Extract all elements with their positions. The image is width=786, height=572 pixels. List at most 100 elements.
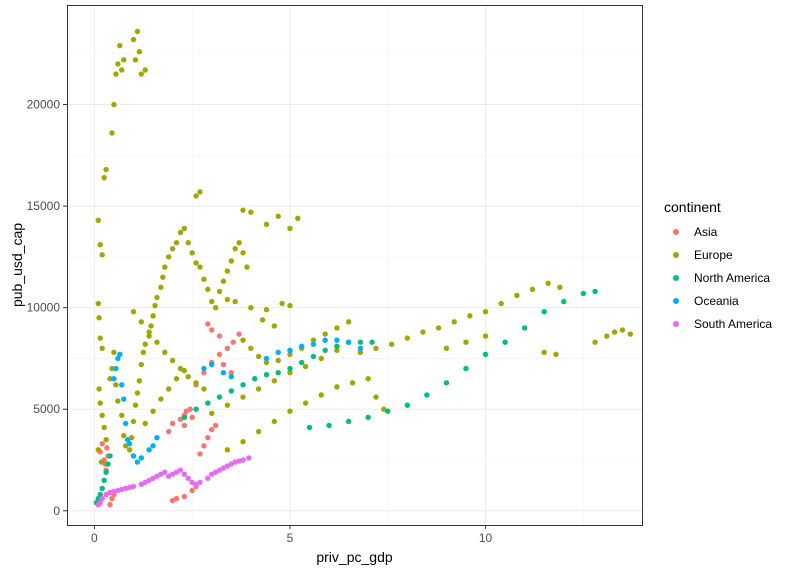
legend-title: continent: [664, 199, 721, 215]
data-point: [113, 365, 119, 372]
data-point: [115, 61, 121, 67]
data-point: [177, 229, 184, 236]
data-point: [435, 325, 442, 331]
data-point: [121, 432, 127, 439]
legend-key: [673, 252, 679, 258]
data-point: [212, 304, 219, 311]
data-point: [111, 101, 117, 108]
data-point: [105, 461, 111, 467]
data-point: [248, 209, 254, 215]
data-point: [111, 349, 117, 356]
data-point: [150, 408, 156, 414]
data-point: [248, 304, 254, 311]
data-point: [166, 254, 172, 260]
data-point: [451, 319, 457, 325]
data-point: [124, 436, 131, 443]
data-point: [365, 414, 371, 421]
data-point: [95, 217, 101, 224]
data-point: [302, 400, 309, 406]
data-point: [181, 225, 188, 232]
data-point: [97, 499, 103, 506]
data-point: [216, 351, 223, 358]
data-point: [322, 347, 328, 354]
data-point: [365, 376, 371, 382]
data-point: [287, 365, 293, 372]
data-point: [318, 392, 324, 398]
data-point: [248, 345, 254, 351]
data-point: [152, 302, 158, 309]
data-point: [482, 333, 489, 339]
data-point: [101, 424, 107, 431]
data-point: [275, 357, 281, 364]
data-point: [209, 410, 215, 416]
data-point: [119, 67, 125, 73]
data-point: [498, 300, 504, 307]
data-point: [169, 357, 176, 364]
data-point: [150, 313, 156, 319]
data-point: [193, 260, 199, 266]
data-point: [220, 278, 227, 284]
data-point: [126, 447, 133, 453]
data-point: [205, 321, 211, 327]
data-point: [111, 376, 117, 382]
series-oceania: [111, 337, 364, 465]
data-point: [611, 329, 618, 335]
data-point: [197, 264, 203, 270]
data-point: [130, 418, 137, 425]
data-point: [263, 221, 270, 228]
data-point: [134, 28, 141, 35]
data-point: [310, 337, 317, 343]
data-point: [252, 376, 258, 382]
x-axis-title: priv_pc_gdp: [316, 549, 392, 565]
data-point: [205, 400, 211, 406]
data-point: [97, 491, 103, 498]
data-point: [545, 280, 551, 286]
data-point: [113, 71, 119, 77]
x-tick-label: 10: [479, 531, 493, 545]
x-tick-label: 0: [91, 531, 98, 545]
data-point: [275, 369, 281, 376]
data-point: [443, 380, 450, 386]
data-point: [134, 459, 141, 465]
data-point: [502, 339, 508, 345]
data-point: [201, 365, 207, 372]
data-point: [373, 394, 379, 400]
data-point: [259, 317, 266, 323]
data-point: [162, 264, 168, 270]
legend-key: [673, 298, 679, 304]
data-point: [306, 424, 313, 431]
data-point: [138, 71, 145, 77]
data-point: [99, 345, 105, 351]
data-point: [326, 422, 332, 429]
data-point: [592, 339, 598, 345]
data-point: [287, 302, 293, 309]
data-point: [224, 447, 231, 453]
series-europe: [95, 28, 633, 465]
data-point: [193, 380, 199, 386]
data-point: [463, 365, 469, 372]
data-point: [185, 475, 191, 481]
data-point: [185, 374, 191, 380]
data-point: [228, 388, 234, 394]
data-point: [287, 225, 293, 232]
grid: [67, 5, 642, 525]
data-point: [96, 315, 102, 321]
data-point: [146, 447, 152, 453]
data-point: [240, 439, 246, 445]
data-point: [138, 455, 145, 461]
data-point: [181, 422, 188, 429]
data-point: [197, 479, 203, 486]
series-south-america: [95, 455, 252, 508]
data-point: [136, 378, 143, 384]
y-tick-label: 10000: [27, 301, 61, 315]
data-point: [160, 274, 166, 280]
data-point: [107, 376, 113, 382]
data-point: [132, 57, 139, 63]
data-point: [345, 418, 352, 425]
x-tick-label: 5: [287, 531, 294, 545]
data-point: [209, 361, 215, 368]
data-point: [228, 369, 234, 376]
data-point: [122, 420, 129, 427]
data-point: [482, 309, 489, 315]
legend-item-south-america: South America: [673, 317, 772, 331]
